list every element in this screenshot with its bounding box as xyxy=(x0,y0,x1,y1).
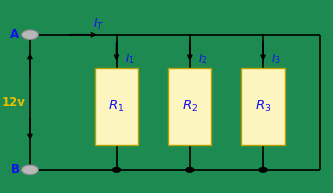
Bar xyxy=(168,68,211,145)
Text: $R_1$: $R_1$ xyxy=(109,99,125,114)
Text: A: A xyxy=(10,28,20,41)
Bar xyxy=(95,68,138,145)
Text: $I_2$: $I_2$ xyxy=(198,52,207,66)
Text: $I_T$: $I_T$ xyxy=(93,17,104,32)
Text: $R_3$: $R_3$ xyxy=(255,99,271,114)
Circle shape xyxy=(113,168,121,172)
Circle shape xyxy=(259,168,267,172)
Text: 12v: 12v xyxy=(1,96,25,109)
Text: B: B xyxy=(10,163,20,176)
Text: $R_2$: $R_2$ xyxy=(182,99,198,114)
Circle shape xyxy=(186,168,194,172)
Text: $I_1$: $I_1$ xyxy=(125,52,135,66)
Bar xyxy=(241,68,285,145)
Circle shape xyxy=(22,165,38,175)
Circle shape xyxy=(22,30,38,40)
Text: $I_3$: $I_3$ xyxy=(271,52,281,66)
